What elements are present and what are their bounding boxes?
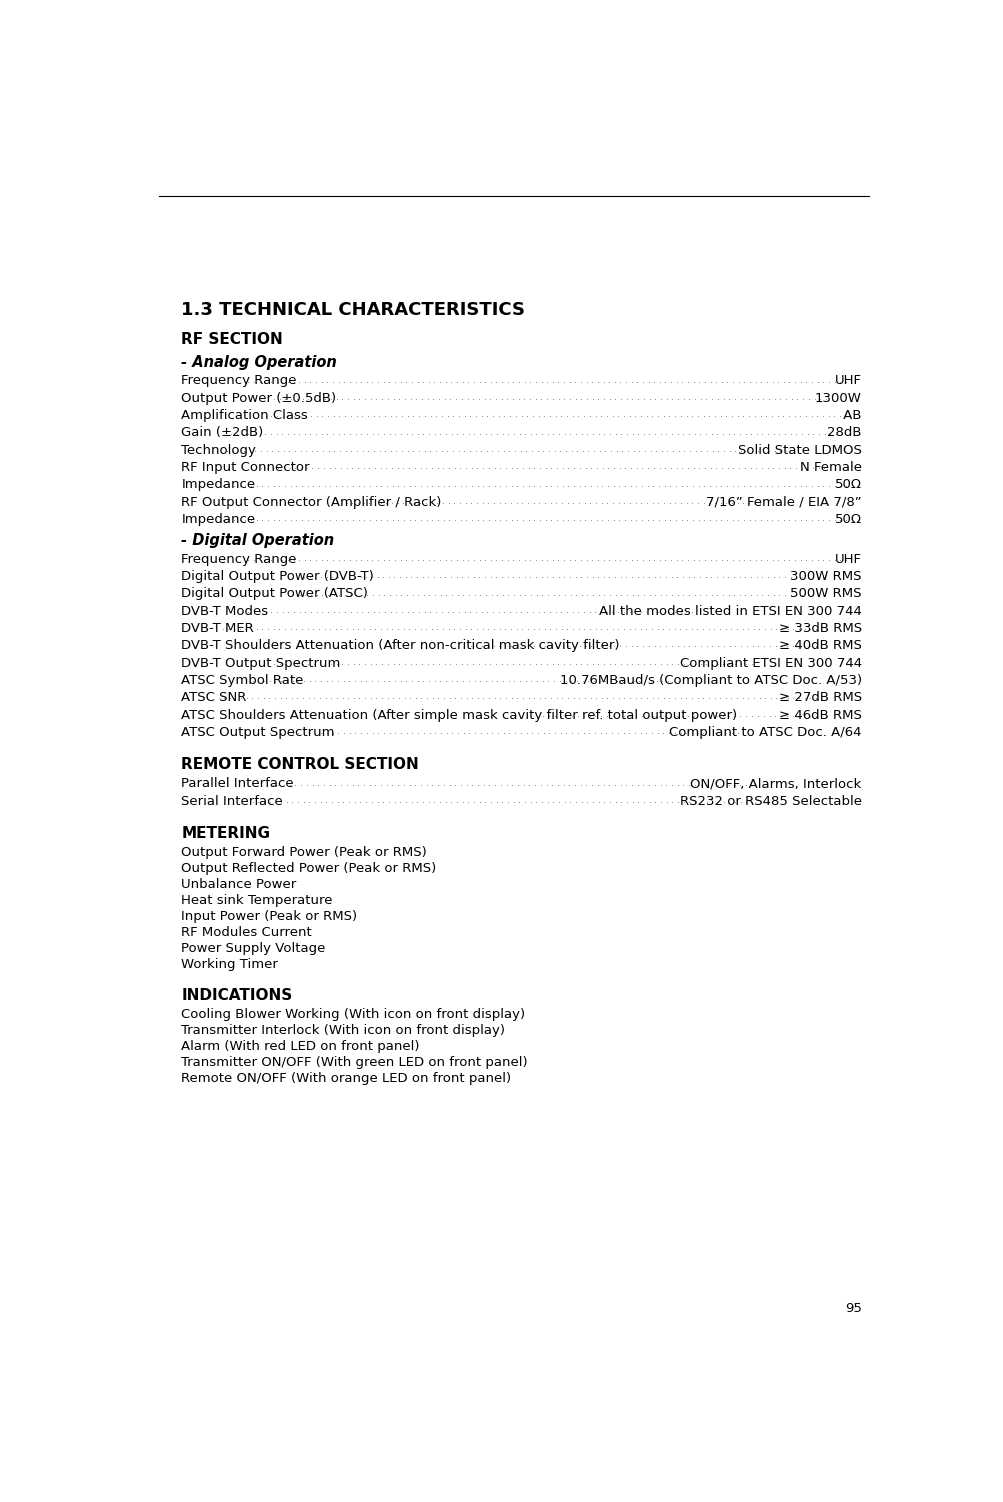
Text: Amplification Class: Amplification Class	[182, 409, 308, 422]
Text: UHF: UHF	[833, 374, 861, 388]
Text: ≥ 40dB RMS: ≥ 40dB RMS	[778, 640, 861, 652]
Text: - Analog Operation: - Analog Operation	[182, 354, 337, 369]
Text: Impedance: Impedance	[182, 479, 255, 491]
Text: Digital Output Power (DVB-T): Digital Output Power (DVB-T)	[182, 569, 374, 583]
Text: Serial Interface: Serial Interface	[182, 795, 283, 808]
Text: Parallel Interface: Parallel Interface	[182, 778, 294, 790]
Text: DVB-T MER: DVB-T MER	[182, 622, 254, 635]
Text: Transmitter Interlock (With icon on front display): Transmitter Interlock (With icon on fron…	[182, 1024, 505, 1036]
Text: N Female: N Female	[799, 461, 861, 475]
Text: 500W RMS: 500W RMS	[789, 587, 861, 601]
Text: 28dB: 28dB	[826, 427, 861, 440]
Text: Transmitter ON/OFF (With green LED on front panel): Transmitter ON/OFF (With green LED on fr…	[182, 1056, 528, 1068]
Text: Technology: Technology	[182, 443, 256, 457]
Text: ATSC Symbol Rate: ATSC Symbol Rate	[182, 674, 303, 686]
Text: RF Modules Current: RF Modules Current	[182, 925, 312, 939]
Text: UHF: UHF	[833, 553, 861, 566]
Text: Impedance: Impedance	[182, 514, 255, 526]
Text: 95: 95	[845, 1302, 861, 1316]
Text: Power Supply Voltage: Power Supply Voltage	[182, 942, 325, 955]
Text: Output Forward Power (Peak or RMS): Output Forward Power (Peak or RMS)	[182, 846, 426, 859]
Text: Alarm (With red LED on front panel): Alarm (With red LED on front panel)	[182, 1039, 419, 1053]
Text: Working Timer: Working Timer	[182, 958, 278, 970]
Text: 300W RMS: 300W RMS	[789, 569, 861, 583]
Text: 50Ω: 50Ω	[833, 479, 861, 491]
Text: Compliant to ATSC Doc. A/64: Compliant to ATSC Doc. A/64	[669, 725, 861, 739]
Text: Cooling Blower Working (With icon on front display): Cooling Blower Working (With icon on fro…	[182, 1008, 525, 1021]
Text: Compliant ETSI EN 300 744: Compliant ETSI EN 300 744	[679, 656, 861, 670]
Text: ≥ 27dB RMS: ≥ 27dB RMS	[778, 691, 861, 704]
Text: All the modes listed in ETSI EN 300 744: All the modes listed in ETSI EN 300 744	[598, 605, 861, 617]
Text: Input Power (Peak or RMS): Input Power (Peak or RMS)	[182, 910, 357, 922]
Text: AB: AB	[839, 409, 861, 422]
Text: ATSC SNR: ATSC SNR	[182, 691, 247, 704]
Text: ATSC Output Spectrum: ATSC Output Spectrum	[182, 725, 334, 739]
Text: Solid State LDMOS: Solid State LDMOS	[737, 443, 861, 457]
Text: Output Power (±0.5dB): Output Power (±0.5dB)	[182, 392, 336, 404]
Text: METERING: METERING	[182, 826, 270, 841]
Text: 7/16” Female / EIA 7/8”: 7/16” Female / EIA 7/8”	[705, 496, 861, 509]
Text: 1300W: 1300W	[814, 392, 861, 404]
Text: Heat sink Temperature: Heat sink Temperature	[182, 894, 332, 907]
Text: Unbalance Power: Unbalance Power	[182, 879, 296, 891]
Text: DVB-T Output Spectrum: DVB-T Output Spectrum	[182, 656, 340, 670]
Text: Gain (±2dB): Gain (±2dB)	[182, 427, 263, 440]
Text: ≥ 33dB RMS: ≥ 33dB RMS	[778, 622, 861, 635]
Text: DVB-T Shoulders Attenuation (After non-critical mask cavity filter): DVB-T Shoulders Attenuation (After non-c…	[182, 640, 619, 652]
Text: RF Input Connector: RF Input Connector	[182, 461, 310, 475]
Text: ≥ 46dB RMS: ≥ 46dB RMS	[778, 709, 861, 721]
Text: ON/OFF, Alarms, Interlock: ON/OFF, Alarms, Interlock	[690, 778, 861, 790]
Text: RF SECTION: RF SECTION	[182, 332, 283, 347]
Text: RF Output Connector (Amplifier / Rack): RF Output Connector (Amplifier / Rack)	[182, 496, 441, 509]
Text: INDICATIONS: INDICATIONS	[182, 987, 292, 1002]
Text: Frequency Range: Frequency Range	[182, 553, 297, 566]
Text: - Digital Operation: - Digital Operation	[182, 533, 334, 548]
Text: REMOTE CONTROL SECTION: REMOTE CONTROL SECTION	[182, 757, 418, 772]
Text: Digital Output Power (ATSC): Digital Output Power (ATSC)	[182, 587, 368, 601]
Text: 1.3 TECHNICAL CHARACTERISTICS: 1.3 TECHNICAL CHARACTERISTICS	[182, 300, 525, 318]
Text: 10.76MBaud/s (Compliant to ATSC Doc. A/53): 10.76MBaud/s (Compliant to ATSC Doc. A/5…	[559, 674, 861, 686]
Text: DVB-T Modes: DVB-T Modes	[182, 605, 268, 617]
Text: Remote ON/OFF (With orange LED on front panel): Remote ON/OFF (With orange LED on front …	[182, 1071, 511, 1084]
Text: Frequency Range: Frequency Range	[182, 374, 297, 388]
Text: RS232 or RS485 Selectable: RS232 or RS485 Selectable	[679, 795, 861, 808]
Text: 50Ω: 50Ω	[833, 514, 861, 526]
Text: Output Reflected Power (Peak or RMS): Output Reflected Power (Peak or RMS)	[182, 862, 436, 876]
Text: ATSC Shoulders Attenuation (After simple mask cavity filter ref. total output po: ATSC Shoulders Attenuation (After simple…	[182, 709, 736, 721]
